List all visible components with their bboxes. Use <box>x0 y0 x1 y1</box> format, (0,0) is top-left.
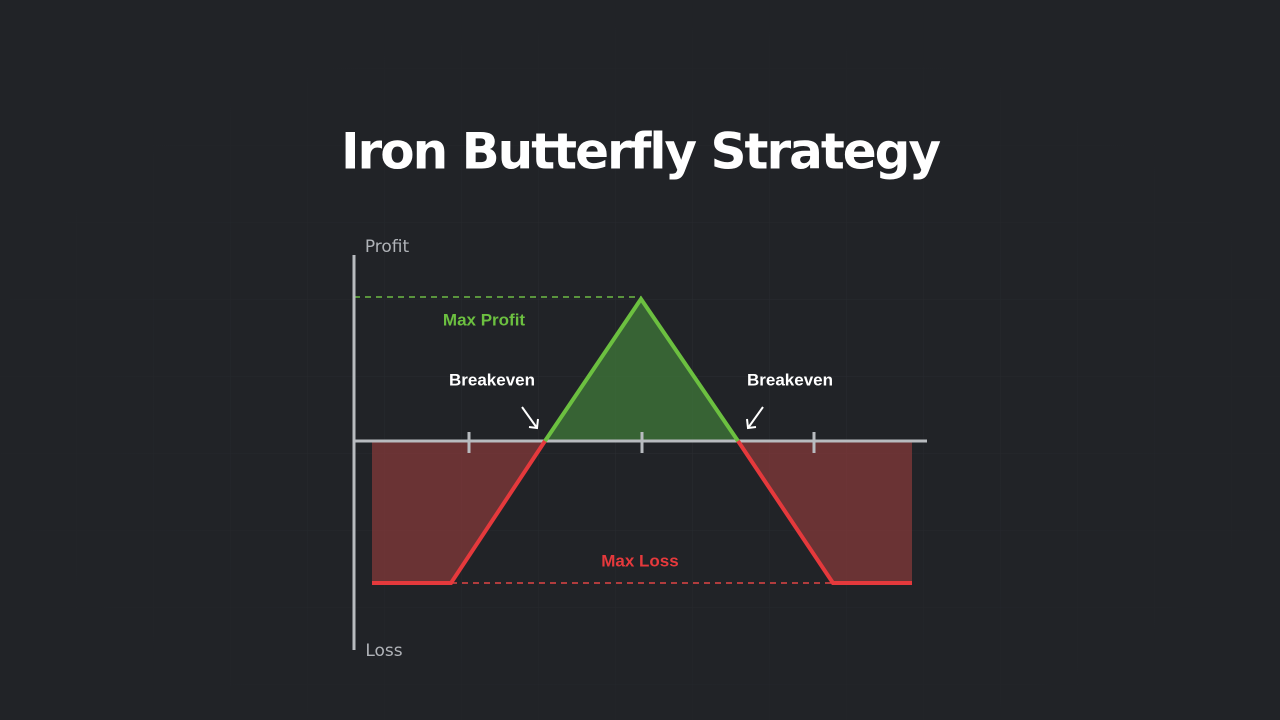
arrow-right <box>746 406 764 430</box>
axis-label-loss: Loss <box>365 641 402 661</box>
breakeven-label: Breakeven <box>747 370 833 389</box>
axis-label-profit: Profit <box>365 237 410 257</box>
loss-area-right <box>738 441 912 583</box>
max-profit-label: Max Profit <box>443 310 526 329</box>
profit-area <box>545 299 738 441</box>
arrow-left <box>521 406 539 430</box>
loss-line-left <box>372 439 547 585</box>
title: Iron Butterfly Strategy <box>341 123 940 181</box>
loss-area-left <box>372 441 545 583</box>
profit-line <box>543 295 740 443</box>
loss-line-right <box>736 439 912 585</box>
max-loss-label: Max Loss <box>601 551 678 570</box>
breakeven-label: Breakeven <box>449 370 535 389</box>
